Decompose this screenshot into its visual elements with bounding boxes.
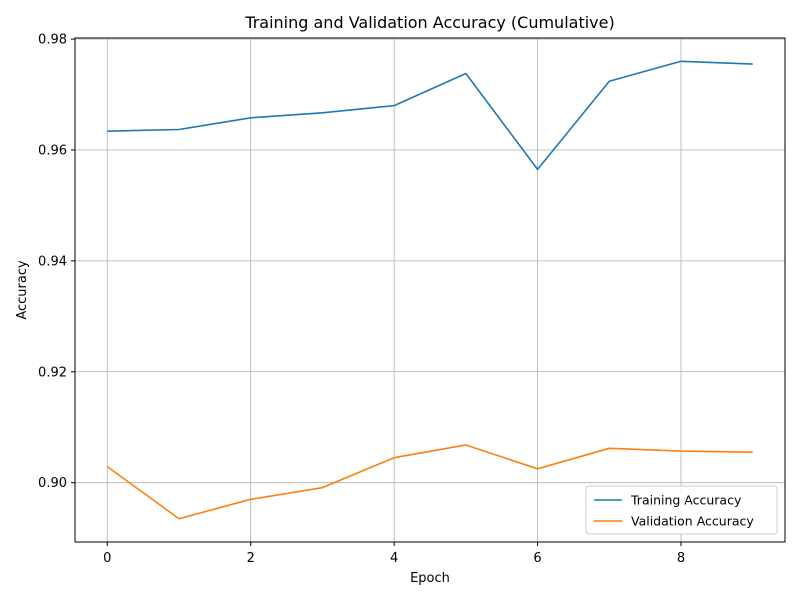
legend-label: Training Accuracy	[630, 493, 742, 508]
series-line-validation-accuracy	[106, 444, 753, 520]
y-tick-label: 0.94	[38, 254, 67, 269]
chart-title: Training and Validation Accuracy (Cumula…	[244, 13, 614, 32]
plot-area-frame	[74, 37, 786, 543]
y-tick-label: 0.96	[38, 144, 67, 159]
x-tick-label: 2	[247, 551, 255, 566]
y-tick-label: 0.98	[38, 33, 67, 48]
x-tick-label: 6	[533, 551, 541, 566]
grid	[75, 38, 785, 542]
series-line-training-accuracy	[107, 60, 753, 171]
legend-box	[585, 485, 778, 535]
y-axis-label: Accuracy	[15, 260, 30, 320]
x-axis-label: Epoch	[410, 571, 450, 586]
y-tick-label: 0.92	[38, 365, 67, 380]
ticks: 0 2 4 6 8 0.90 0.92 0.94 0.96 0.98	[38, 33, 685, 566]
x-tick-label: 0	[103, 551, 111, 566]
series-lines	[106, 60, 753, 520]
legend: Training Accuracy Validation Accuracy	[585, 485, 778, 535]
x-tick-label: 8	[677, 551, 685, 566]
legend-label: Validation Accuracy	[631, 514, 754, 529]
y-tick-label: 0.90	[38, 476, 67, 491]
x-tick-label: 4	[390, 551, 398, 566]
